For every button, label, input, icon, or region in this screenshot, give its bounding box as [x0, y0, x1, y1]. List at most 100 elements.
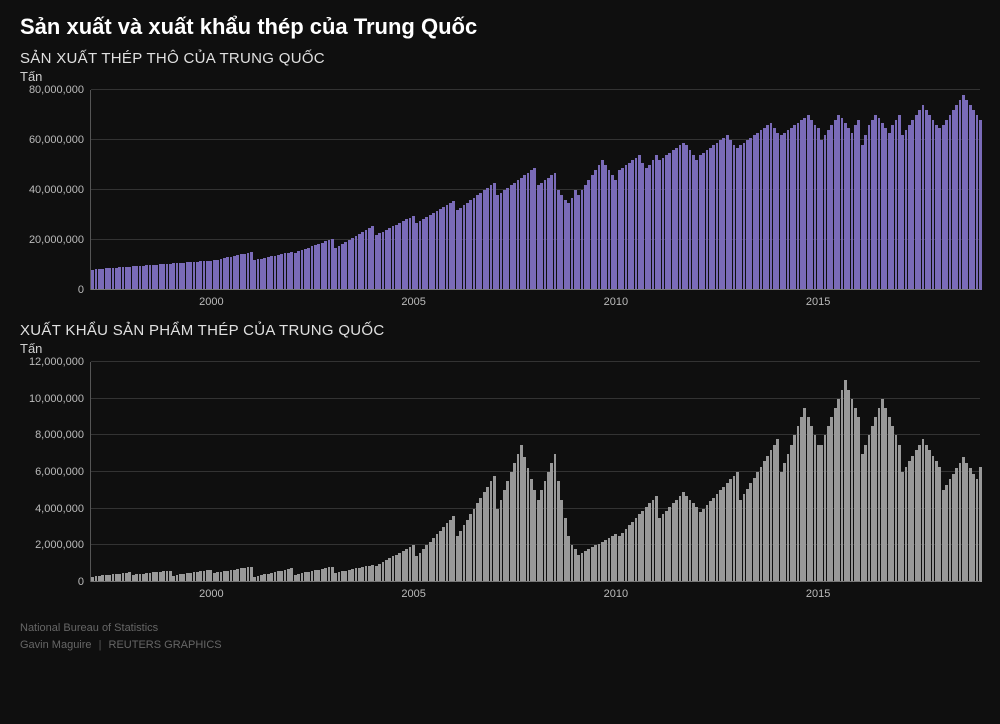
bar	[243, 254, 246, 291]
bar	[844, 380, 847, 582]
bar	[375, 235, 378, 290]
chart2-y-axis: 02,000,0004,000,0006,000,0008,000,00010,…	[20, 362, 90, 582]
bar	[955, 468, 958, 582]
bar	[743, 143, 746, 291]
bar	[945, 120, 948, 290]
bar	[544, 481, 547, 582]
bar	[773, 128, 776, 291]
bar	[871, 120, 874, 290]
bar	[493, 183, 496, 291]
bar	[523, 457, 526, 582]
bar	[213, 260, 216, 290]
x-tick-label: 2000	[199, 296, 223, 308]
bar	[841, 390, 844, 583]
chart1-x-axis: 2000200520102015	[90, 290, 980, 314]
bar	[479, 193, 482, 291]
bar	[949, 115, 952, 290]
bar	[776, 133, 779, 291]
bar	[506, 188, 509, 291]
bar	[814, 435, 817, 582]
bar	[496, 195, 499, 290]
bar	[746, 140, 749, 290]
bar	[834, 408, 837, 582]
bar	[820, 140, 823, 290]
bar	[584, 185, 587, 290]
bar	[361, 567, 364, 582]
bar	[820, 445, 823, 583]
bar	[574, 549, 577, 582]
bar	[463, 205, 466, 290]
bar	[736, 472, 739, 582]
bar	[395, 225, 398, 291]
bar	[247, 567, 250, 582]
bar	[172, 263, 175, 290]
bar	[766, 456, 769, 583]
bar	[689, 150, 692, 290]
bar	[540, 183, 543, 291]
bar	[496, 509, 499, 582]
x-tick-label: 2015	[806, 296, 830, 308]
main-title: Sản xuất và xuất khẩu thép của Trung Quố…	[20, 14, 980, 40]
bar	[527, 468, 530, 582]
y-tick-label: 10,000,000	[29, 393, 84, 405]
bar	[847, 390, 850, 583]
bar	[841, 118, 844, 291]
bar	[665, 155, 668, 290]
bar	[749, 483, 752, 582]
bar	[965, 463, 968, 582]
y-tick-label: 0	[78, 284, 84, 296]
bar	[932, 120, 935, 290]
bar	[739, 145, 742, 290]
bar	[577, 195, 580, 290]
bar	[240, 568, 243, 582]
bar	[341, 244, 344, 291]
bar	[692, 503, 695, 582]
bar	[358, 234, 361, 291]
bar	[257, 259, 260, 290]
bar	[760, 130, 763, 290]
bar	[905, 467, 908, 583]
chart2-unit: Tấn	[20, 341, 980, 356]
footer-source: National Bureau of Statistics	[20, 620, 980, 637]
bar	[284, 253, 287, 290]
bar	[145, 265, 148, 290]
bar	[652, 160, 655, 290]
bar	[439, 209, 442, 291]
bar	[706, 150, 709, 290]
bar	[581, 553, 584, 582]
bar	[456, 210, 459, 290]
bar	[685, 496, 688, 582]
bar	[456, 536, 459, 582]
bar	[709, 148, 712, 291]
bar	[854, 125, 857, 290]
bar	[972, 474, 975, 582]
bar	[746, 489, 749, 583]
bar	[753, 135, 756, 290]
bar	[510, 185, 513, 290]
bar	[152, 265, 155, 290]
bar	[614, 180, 617, 290]
bar	[449, 203, 452, 291]
bar	[537, 500, 540, 583]
bar	[854, 408, 857, 582]
bar	[331, 239, 334, 290]
bar	[979, 120, 982, 290]
bar	[412, 216, 415, 290]
bar	[618, 170, 621, 290]
bar	[790, 445, 793, 583]
bar	[851, 133, 854, 291]
bar	[243, 568, 246, 582]
bar	[868, 435, 871, 582]
bar	[338, 246, 341, 291]
bar	[115, 268, 118, 291]
bar	[571, 545, 574, 582]
bar	[695, 160, 698, 290]
bar	[901, 135, 904, 290]
bar	[162, 264, 165, 290]
bar	[314, 245, 317, 290]
bar	[928, 115, 931, 290]
bar	[139, 266, 142, 290]
y-tick-label: 0	[78, 576, 84, 588]
footer-credit: Gavin Maguire | REUTERS GRAPHICS	[20, 637, 980, 654]
bar	[932, 456, 935, 583]
